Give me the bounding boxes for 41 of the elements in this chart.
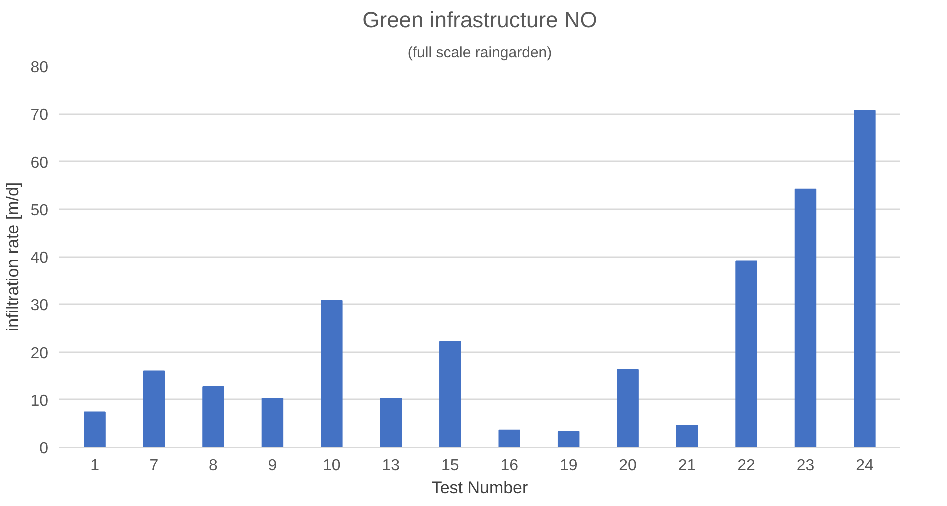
x-tick-label: 7 [150, 458, 159, 474]
y-tick-label: 0 [40, 440, 49, 458]
bar [854, 110, 876, 448]
bar [380, 398, 402, 448]
bar [262, 398, 284, 448]
y-tick-label: 20 [30, 345, 49, 362]
bar [440, 341, 462, 448]
x-tick-label: 15 [441, 458, 460, 474]
x-tick-label: 13 [382, 458, 400, 474]
y-axis-title: infiltration rate [m/d] [4, 182, 23, 332]
y-tick-label: 80 [30, 60, 49, 76]
x-tick-label: 22 [738, 458, 756, 474]
y-tick-label: 10 [30, 392, 49, 410]
x-axis-title: Test Number [432, 478, 529, 498]
x-tick-label: 10 [323, 458, 341, 474]
x-tick-label: 24 [856, 458, 874, 474]
x-tick-label: 19 [560, 458, 578, 474]
x-tick-label: 21 [678, 458, 696, 474]
bar [321, 300, 343, 448]
y-tick-label: 50 [30, 202, 49, 220]
chart-subtitle: (full scale raingarden) [408, 44, 552, 62]
bar [558, 431, 580, 448]
bar [676, 425, 698, 448]
x-tick-label: 16 [500, 458, 519, 474]
bar [498, 430, 520, 448]
chart-title: Green infrastructure NO [362, 8, 598, 32]
bar [202, 386, 224, 448]
bar [794, 188, 817, 448]
bar [617, 369, 639, 448]
bar [84, 412, 106, 448]
bar [736, 260, 758, 448]
x-tick-label: 9 [268, 458, 278, 474]
x-tick-label: 8 [209, 458, 218, 474]
x-tick-label: 20 [619, 458, 638, 474]
x-tick-label: 1 [90, 458, 100, 474]
y-tick-label: 60 [30, 154, 49, 172]
y-tick-label: 70 [30, 107, 49, 124]
y-tick-label: 40 [30, 250, 49, 267]
bar [143, 370, 166, 448]
y-tick-label: 30 [30, 298, 49, 315]
x-tick-label: 23 [796, 458, 815, 474]
